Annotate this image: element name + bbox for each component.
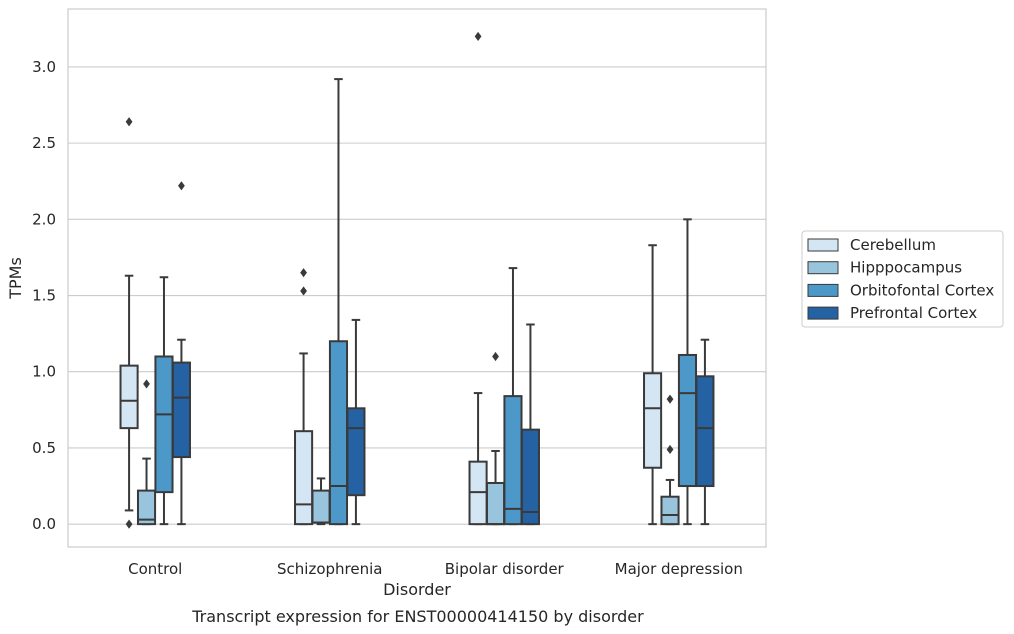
x-tick-label: Schizophrenia bbox=[277, 560, 382, 578]
box bbox=[154, 355, 174, 494]
y-tick-label: 0.5 bbox=[32, 439, 56, 457]
legend-swatch bbox=[807, 283, 839, 297]
box bbox=[346, 407, 366, 497]
box bbox=[503, 395, 523, 526]
box bbox=[695, 375, 715, 488]
box-plot-element bbox=[520, 323, 540, 526]
legend-label: Prefrontal Cortex bbox=[850, 304, 977, 322]
box-plot-element bbox=[311, 477, 331, 526]
y-axis-label: TPMs bbox=[6, 257, 25, 300]
x-tick-label: Bipolar disorder bbox=[445, 560, 565, 578]
legend-label: Cerebellum bbox=[850, 236, 936, 254]
legend-label: Orbitofontal Cortex bbox=[850, 281, 994, 299]
outlier-point bbox=[125, 519, 133, 529]
legend-swatch bbox=[807, 261, 839, 275]
box bbox=[677, 353, 698, 488]
legend-frame bbox=[801, 230, 1004, 328]
x-axis-label: Disorder bbox=[383, 580, 451, 599]
chart-caption: Transcript expression for ENST0000041415… bbox=[191, 607, 644, 626]
box bbox=[660, 495, 680, 526]
outlier-point bbox=[143, 379, 150, 389]
box-plot-element bbox=[677, 218, 698, 526]
box bbox=[485, 481, 506, 526]
box bbox=[311, 489, 331, 524]
box-plot-series bbox=[119, 31, 715, 529]
outlier-point bbox=[666, 394, 674, 404]
outlier-point bbox=[492, 351, 499, 362]
outlier-point bbox=[300, 268, 307, 278]
legend-swatch bbox=[807, 238, 839, 252]
box bbox=[119, 364, 139, 430]
x-tick-label: Control bbox=[128, 560, 182, 578]
box bbox=[136, 489, 157, 526]
y-tick-label: 1.5 bbox=[32, 287, 56, 305]
outlier-point bbox=[666, 444, 674, 455]
box-plot-element bbox=[468, 31, 488, 526]
series-cerebellum bbox=[119, 31, 663, 529]
plot-area-frame bbox=[67, 8, 767, 548]
box bbox=[643, 372, 663, 469]
y-tick-label: 0.0 bbox=[32, 515, 56, 533]
box-plot-element bbox=[294, 268, 314, 526]
series-hipppocampus bbox=[136, 351, 680, 526]
y-tick-label: 2.0 bbox=[32, 210, 56, 228]
box bbox=[520, 428, 540, 526]
series-orbitofontal-cortex bbox=[154, 78, 698, 526]
box-plot-element bbox=[119, 117, 139, 529]
box-plot-element bbox=[136, 379, 157, 526]
x-tick-label: Major depression bbox=[615, 560, 743, 578]
box-plot-element bbox=[171, 181, 191, 526]
series-prefrontal-cortex bbox=[171, 181, 715, 526]
legend: Cerebellum Hipppocampus Orbitofontal Corte… bbox=[801, 230, 1004, 328]
box-plot-element bbox=[503, 267, 523, 526]
x-axis-ticks: Control Schizophrenia Bipolar disorder Majo… bbox=[128, 560, 743, 578]
box bbox=[328, 340, 349, 526]
outlier-point bbox=[178, 181, 185, 191]
outlier-point bbox=[474, 31, 482, 42]
outlier-point bbox=[300, 286, 307, 296]
box bbox=[294, 430, 314, 526]
y-tick-label: 2.5 bbox=[32, 134, 56, 152]
box-plot-element bbox=[485, 351, 506, 526]
legend-swatch bbox=[807, 306, 839, 320]
box-plot-element bbox=[695, 338, 715, 526]
y-axis-ticks: 0.0 0.5 1.0 1.5 2.0 2.5 3.0 bbox=[32, 58, 56, 533]
box-plot-element bbox=[328, 78, 349, 526]
box-plot-element bbox=[346, 318, 366, 526]
box-plot-element bbox=[660, 394, 680, 526]
box bbox=[171, 361, 191, 459]
legend-label: Hipppocampus bbox=[850, 259, 962, 277]
box-plot-element bbox=[154, 276, 174, 526]
outlier-point bbox=[125, 117, 133, 127]
box-plot-element bbox=[643, 244, 663, 526]
y-tick-label: 1.0 bbox=[32, 363, 56, 381]
y-tick-label: 3.0 bbox=[32, 58, 56, 76]
